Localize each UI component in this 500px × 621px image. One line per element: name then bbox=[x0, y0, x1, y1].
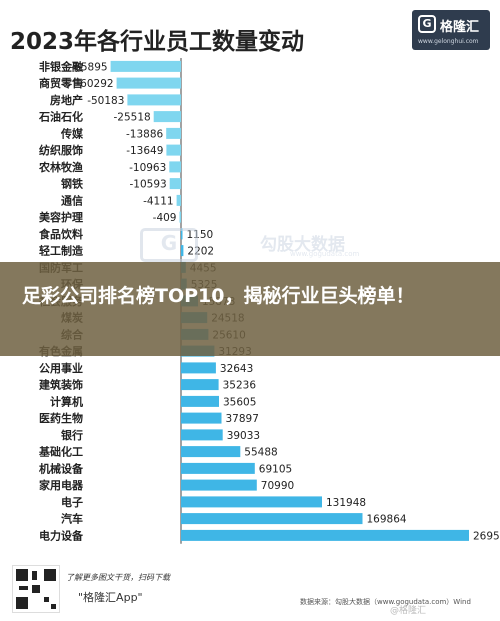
bar-26 bbox=[181, 496, 322, 508]
bar-9 bbox=[179, 211, 181, 223]
bar-21 bbox=[181, 412, 222, 424]
bar-24 bbox=[181, 462, 255, 474]
bar-10 bbox=[181, 228, 183, 240]
bar-11 bbox=[181, 245, 184, 257]
category-label-8: 通信 bbox=[61, 193, 83, 207]
bar-3 bbox=[153, 111, 181, 123]
bar-19 bbox=[181, 379, 219, 391]
bar-2 bbox=[127, 94, 181, 106]
brand-name: 格隆汇 bbox=[440, 20, 480, 35]
footer-watermark: @格隆汇 bbox=[390, 606, 427, 616]
bar-5 bbox=[166, 144, 181, 156]
chart-title: 2023年各行业员工数量变动 bbox=[10, 29, 305, 55]
value-label-8: -4111 bbox=[143, 195, 174, 207]
watermark-site: www.gogudata.com bbox=[290, 250, 360, 258]
value-label-9: -409 bbox=[153, 212, 177, 224]
watermark-text: 勾股大数据 bbox=[260, 235, 345, 255]
category-label-1: 商贸零售 bbox=[39, 76, 83, 90]
bar-22 bbox=[181, 429, 223, 441]
category-label-5: 纺织服饰 bbox=[39, 143, 83, 157]
category-label-25: 家用电器 bbox=[39, 478, 84, 492]
value-label-19: 35236 bbox=[223, 380, 257, 392]
bar-8 bbox=[176, 194, 181, 206]
value-label-26: 131948 bbox=[326, 497, 366, 509]
category-label-7: 钢铁 bbox=[61, 177, 83, 191]
category-label-20: 计算机 bbox=[50, 394, 83, 408]
category-label-22: 银行 bbox=[61, 428, 83, 442]
value-label-7: -10593 bbox=[129, 179, 166, 191]
value-label-20: 35605 bbox=[223, 396, 256, 408]
category-label-21: 医药生物 bbox=[39, 411, 83, 425]
value-label-21: 37897 bbox=[226, 413, 259, 425]
category-label-27: 汽车 bbox=[61, 512, 83, 526]
value-label-11: 2202 bbox=[187, 246, 214, 258]
value-label-28: 269591 bbox=[473, 530, 500, 542]
bar-25 bbox=[181, 479, 257, 491]
value-label-2: -50183 bbox=[87, 95, 124, 107]
category-label-3: 石油石化 bbox=[38, 110, 83, 124]
category-label-28: 电力设备 bbox=[39, 528, 84, 542]
footer-source: 数据来源：勾股大数据（www.gogudata.com）Wind bbox=[300, 598, 471, 606]
value-label-18: 32643 bbox=[220, 363, 253, 375]
bar-4 bbox=[166, 127, 181, 139]
footer-app-name: "格隆汇App" bbox=[78, 591, 143, 604]
brand-logo-icon: G bbox=[418, 15, 436, 33]
value-label-3: -25518 bbox=[113, 112, 150, 124]
category-label-24: 机械设备 bbox=[39, 461, 84, 475]
category-label-11: 轻工制造 bbox=[39, 244, 84, 258]
value-label-24: 69105 bbox=[259, 463, 292, 475]
category-label-4: 传媒 bbox=[60, 126, 84, 140]
headline-banner[interactable]: 足彩公司排名榜TOP10，揭秘行业巨头榜单！ bbox=[0, 262, 500, 356]
watermark-logo-icon: G bbox=[140, 228, 198, 262]
footer-hint: 了解更多图文干货，扫码下载 bbox=[66, 573, 170, 582]
category-label-6: 农林牧渔 bbox=[38, 160, 83, 174]
value-label-0: -65895 bbox=[70, 61, 107, 73]
bar-23 bbox=[181, 446, 241, 458]
category-label-23: 基础化工 bbox=[38, 445, 83, 459]
category-label-0: 非银金融 bbox=[39, 59, 83, 73]
bar-6 bbox=[169, 161, 181, 173]
value-label-27: 169864 bbox=[367, 514, 407, 526]
category-label-10: 食品饮料 bbox=[39, 227, 83, 241]
value-label-4: -13886 bbox=[126, 128, 164, 140]
bar-7 bbox=[169, 178, 181, 190]
qr-code-icon[interactable] bbox=[12, 565, 60, 613]
value-label-25: 70990 bbox=[261, 480, 294, 492]
bar-0 bbox=[110, 60, 181, 72]
category-label-19: 建筑装饰 bbox=[39, 378, 83, 392]
brand-site: www.gelonghui.com bbox=[418, 38, 479, 45]
value-label-6: -10963 bbox=[129, 162, 166, 174]
category-label-9: 美容护理 bbox=[39, 210, 83, 224]
bar-1 bbox=[116, 77, 181, 89]
bar-20 bbox=[181, 395, 219, 407]
value-label-5: -13649 bbox=[126, 145, 163, 157]
category-label-18: 公用事业 bbox=[39, 361, 83, 375]
category-label-26: 电子 bbox=[61, 495, 83, 509]
bar-27 bbox=[181, 513, 363, 525]
bar-28 bbox=[181, 529, 469, 541]
value-label-1: -60292 bbox=[76, 78, 113, 90]
category-label-2: 房地产 bbox=[50, 93, 83, 107]
headline-text: 足彩公司排名榜TOP10，揭秘行业巨头榜单！ bbox=[22, 285, 415, 307]
value-label-22: 39033 bbox=[227, 430, 260, 442]
value-label-23: 55488 bbox=[244, 447, 277, 459]
brand-badge: G 格隆汇 www.gelonghui.com bbox=[412, 10, 490, 50]
bar-18 bbox=[181, 362, 216, 374]
